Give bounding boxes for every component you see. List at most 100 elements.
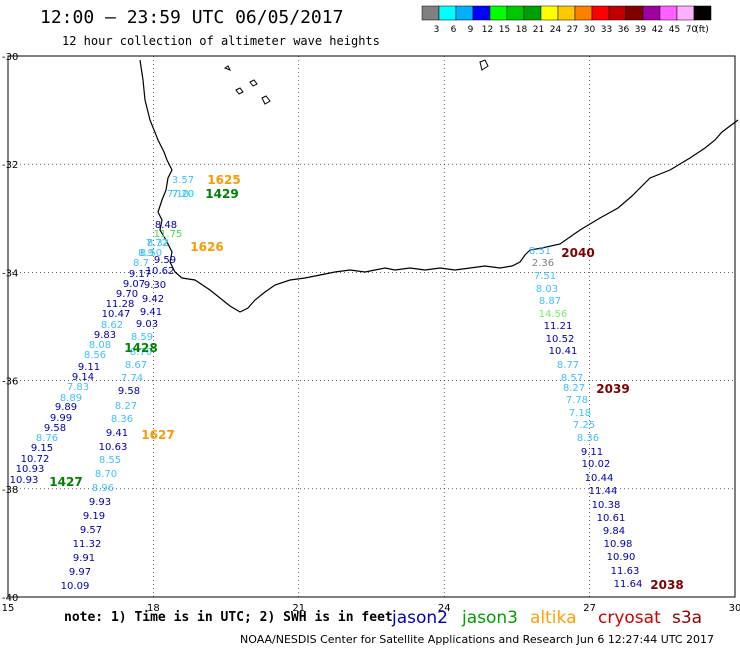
wave-height-value: 9.03 — [136, 319, 158, 330]
wave-height-value: 9.15 — [31, 443, 53, 454]
map-frame — [7, 55, 736, 598]
wave-height-value: 9.07 — [123, 279, 145, 290]
wave-height-value: 10.38 — [592, 500, 621, 511]
wave-height-value: 9.11 — [581, 447, 603, 458]
coast-island — [223, 65, 232, 71]
legend-jason2: jason2 — [392, 608, 448, 628]
wave-height-value: 14.56 — [539, 309, 568, 320]
colorbar-label: 30 — [584, 25, 596, 35]
wave-height-value: 10.93 — [10, 475, 39, 486]
colorbar-label: 3 — [434, 25, 440, 35]
wave-height-value: 11.44 — [589, 486, 618, 497]
color-scale-bar: 3 6 9 12 15 18 21 24 27 30 33 36 39 42 45 70(ft) — [421, 5, 712, 35]
colorbar-swatch — [421, 5, 440, 21]
lat-tick-label: -30 — [2, 52, 18, 63]
colorbar-label: 33 — [601, 25, 612, 35]
wave-height-value: 7.10 — [167, 189, 189, 200]
footer-credit: NOAA/NESDIS Center for Satellite Applica… — [240, 633, 715, 646]
pass-number-label: 1428 — [124, 341, 157, 355]
wave-height-value: 10.09 — [61, 581, 90, 592]
wave-height-value: 11.32 — [73, 539, 102, 550]
lon-tick-label: 27 — [583, 603, 596, 614]
lat-tick-label: -36 — [2, 377, 18, 388]
wave-height-value: 7.51 — [534, 271, 556, 282]
wave-height-value: 11.64 — [614, 579, 643, 590]
colorbar-swatch — [591, 5, 610, 21]
pass-number-label: 2040 — [561, 246, 594, 260]
colorbar-swatch — [574, 5, 593, 21]
pass-number-label: 1427 — [49, 475, 82, 489]
coast-island — [249, 79, 258, 87]
wave-height-value: 9.17 — [129, 269, 151, 280]
wave-height-value: 8.36 — [577, 433, 599, 444]
coast-island — [235, 87, 244, 95]
colorbar-label: 45 — [669, 25, 680, 35]
lat-tick-label: -34 — [2, 268, 18, 279]
wave-height-value: 9.58 — [44, 423, 66, 434]
colorbar-label: 9 — [468, 25, 474, 35]
colorbar-label: 70 — [686, 25, 698, 35]
legend-altika: altika — [530, 608, 577, 628]
wave-height-value: 8.27 — [115, 401, 137, 412]
colorbar-swatch — [472, 5, 491, 21]
wave-height-value: 8.96 — [92, 483, 114, 494]
colorbar-swatch — [557, 5, 576, 21]
wave-height-value: 8.70 — [95, 469, 117, 480]
colorbar-label: 36 — [618, 25, 630, 35]
wave-height-value: 10.90 — [607, 552, 636, 563]
wave-height-value: 9.42 — [142, 294, 164, 305]
south-africa-coastline — [139, 59, 739, 313]
wave-height-value: 7.20 — [172, 189, 194, 200]
pass-number-label: 1625 — [207, 173, 240, 187]
colorbar-label: 21 — [533, 25, 544, 35]
lon-tick-label: 18 — [147, 603, 160, 614]
colorbar-swatch — [676, 5, 695, 21]
wave-height-value: 9.19 — [83, 511, 105, 522]
wave-height-value: 9.70 — [116, 289, 138, 300]
wave-height-value: 8.77 — [557, 360, 579, 371]
colorbar-label: 12 — [482, 25, 493, 35]
wave-height-value: 8.32 — [147, 238, 169, 249]
lon-tick-label: 30 — [729, 603, 740, 614]
wave-height-value: 9.91 — [73, 553, 95, 564]
wave-height-value: 9.93 — [89, 497, 111, 508]
wave-height-value: 7.78 — [566, 395, 588, 406]
wave-height-value: 8.67 — [125, 360, 147, 371]
lat-tick-label: -32 — [2, 160, 18, 171]
wave-height-value: 3.57 — [172, 175, 194, 186]
wave-height-value: 9.59 — [154, 255, 176, 266]
colorbar-label: 24 — [550, 25, 562, 35]
units-note: note: 1) Time is in UTC; 2) SWH is in fe… — [64, 610, 393, 625]
colorbar-swatch — [642, 5, 661, 21]
map-title: 12:00 – 23:59 UTC 06/05/2017 — [40, 7, 344, 28]
wave-height-value: 9.83 — [94, 330, 116, 341]
lat-lon-grid: 15 18 21 24 27 30 -30 -32 -34 -36 -38 -40 — [2, 52, 740, 614]
legend-jason3: jason3 — [462, 608, 518, 628]
wave-height-value: 2.36 — [532, 258, 554, 269]
wave-height-value: 9.58 — [118, 386, 140, 397]
colorbar-label: (ft) — [695, 25, 709, 35]
colorbar-label: 15 — [499, 25, 510, 35]
wave-height-value: 9.14 — [72, 372, 94, 383]
wave-height-value: 8.57 — [561, 373, 583, 384]
pass-number-label: 1626 — [190, 240, 223, 254]
wave-height-value: 8.89 — [60, 393, 82, 404]
colorbar-swatch — [540, 5, 559, 21]
colorbar-label: 18 — [516, 25, 528, 35]
wave-height-value: 11.63 — [611, 566, 640, 577]
wave-height-value: 8.62 — [101, 320, 123, 331]
colorbar-swatch — [659, 5, 678, 21]
wave-height-value: 10.72 — [21, 454, 50, 465]
wave-height-value: 9.30 — [144, 280, 166, 291]
colorbar-swatch — [693, 5, 712, 21]
colorbar-label: 6 — [451, 25, 457, 35]
colorbar-label: 39 — [635, 25, 647, 35]
wave-height-value: 9.99 — [50, 413, 72, 424]
legend-cryosat: cryosat — [598, 608, 661, 628]
colorbar-swatch — [523, 5, 542, 21]
wave-height-value: 8.7 — [133, 258, 149, 269]
wave-height-value: 9.89 — [55, 402, 77, 413]
